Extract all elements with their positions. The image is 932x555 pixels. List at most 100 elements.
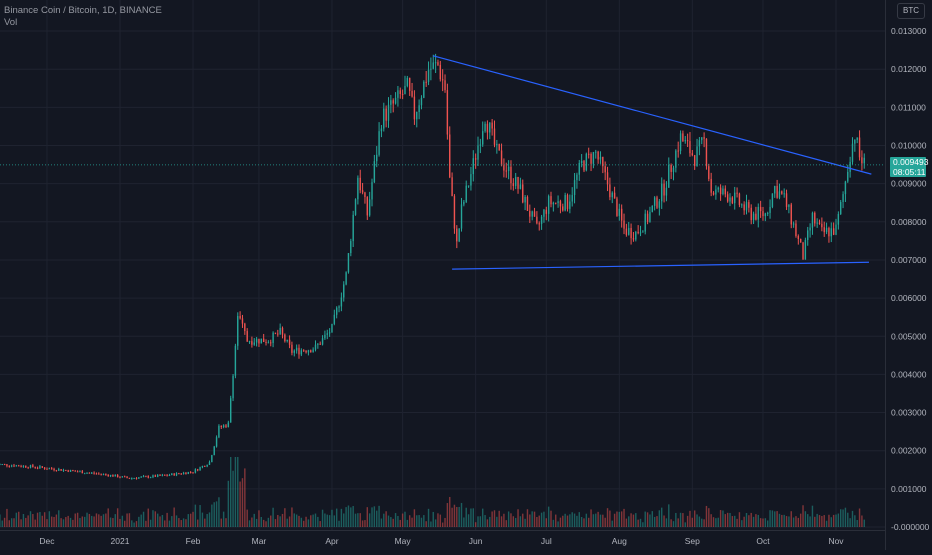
volume-bar — [743, 516, 745, 527]
candle-body — [246, 331, 248, 342]
candle-body — [552, 202, 555, 205]
candle-body — [197, 469, 199, 471]
candle-body — [303, 350, 305, 352]
volume-bar — [734, 515, 736, 527]
volume-bar — [220, 518, 222, 527]
volume-bar — [27, 515, 29, 527]
candle-body — [423, 81, 425, 98]
candle-body — [182, 472, 185, 474]
bar-countdown: 08:05:11 — [893, 167, 926, 177]
volume-bar — [653, 516, 656, 527]
volume-bar — [368, 513, 371, 527]
volume-bar — [145, 520, 147, 527]
volume-bar — [764, 518, 767, 527]
candle-body — [298, 347, 300, 355]
volume-bar — [267, 517, 270, 527]
volume-bar — [406, 519, 409, 527]
trendline — [433, 55, 872, 175]
candle-body — [328, 332, 331, 334]
volume-bar — [331, 509, 333, 527]
volume-bar — [493, 510, 496, 527]
candle-body — [592, 151, 595, 164]
volume-bar — [91, 515, 93, 527]
symbol-title[interactable]: Binance Coin / Bitcoin, 1D, BINANCE — [4, 5, 162, 16]
price-axis[interactable]: 0.013000 0.012000 0.011000 0.010000 0.009000… — [885, 0, 930, 550]
volume-bar — [260, 517, 263, 527]
volume-bar — [507, 511, 510, 527]
candle-body — [383, 108, 385, 129]
volume-bar — [74, 513, 76, 527]
volume-bar — [611, 520, 613, 527]
currency-badge[interactable]: BTC — [897, 3, 925, 19]
candle-body — [67, 470, 69, 472]
volume-bar — [726, 512, 729, 527]
candle-body — [46, 468, 48, 470]
volume-bar — [595, 513, 597, 527]
candle-body — [821, 223, 823, 228]
volume-bar — [618, 511, 621, 527]
candle-body — [29, 465, 32, 468]
candle-body — [736, 192, 738, 194]
candle-body — [656, 197, 658, 208]
volume-bar — [307, 519, 310, 527]
volume-bar — [449, 496, 451, 527]
time-axis[interactable]: Dec 2021 Feb Mar Apr May Jun Jul Aug Sep Oct Nov — [0, 530, 885, 547]
volume-bar — [799, 513, 802, 527]
candle-body — [437, 62, 439, 65]
candle-body — [65, 469, 67, 471]
volume-bar — [470, 508, 472, 527]
volume-bar — [651, 511, 653, 527]
candle-body — [119, 477, 121, 479]
candle-body — [324, 334, 326, 339]
volume-bar — [166, 512, 168, 527]
candle-body — [128, 477, 131, 479]
volume-bar — [566, 515, 569, 527]
volume-bar — [668, 504, 670, 527]
volume-bar — [237, 457, 239, 527]
volume-bar — [338, 520, 340, 527]
candle-body — [206, 464, 208, 467]
trendline-layer[interactable] — [433, 55, 872, 270]
volume-bar — [258, 510, 260, 527]
time-tick-label: Aug — [612, 536, 627, 546]
candle-body — [597, 151, 599, 160]
volume-bar — [83, 516, 86, 527]
candle-body — [536, 216, 538, 224]
volume-bar — [828, 514, 830, 527]
volume-bar — [175, 515, 178, 527]
volume-bar — [790, 511, 792, 527]
candle-body — [432, 62, 434, 69]
volume-bar — [446, 503, 449, 527]
volume-bar — [437, 513, 439, 527]
candle-body — [465, 185, 467, 202]
volume-bar — [36, 512, 39, 527]
candle-body — [22, 465, 25, 467]
candle-body — [844, 181, 847, 195]
volume-bar — [496, 516, 498, 527]
volume-bar — [585, 513, 588, 527]
candle-body — [331, 323, 333, 333]
candle-body — [338, 306, 340, 308]
volume-bar — [576, 515, 578, 527]
volume-label[interactable]: Vol — [4, 17, 18, 28]
candle-body — [840, 202, 842, 215]
volume-bar — [552, 519, 555, 527]
candle-body — [717, 187, 719, 190]
candle-body — [489, 122, 491, 133]
candle-body — [253, 342, 255, 345]
volume-bar — [512, 516, 515, 527]
volume-bar — [58, 510, 60, 527]
time-tick-label: Nov — [828, 536, 844, 546]
candle-body — [757, 206, 759, 220]
candle-body — [361, 190, 364, 193]
volume-bar — [729, 513, 731, 527]
volume-bar — [274, 519, 277, 527]
candle-body — [401, 93, 404, 95]
candle-body — [507, 166, 510, 172]
candle-body — [580, 160, 583, 163]
volume-bar — [277, 514, 279, 527]
candle-body — [646, 213, 649, 222]
candle-layer[interactable] — [0, 53, 865, 480]
